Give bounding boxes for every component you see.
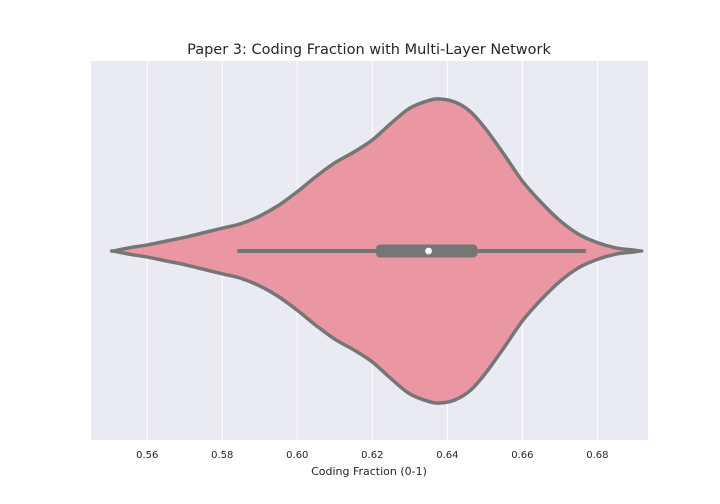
x-tick-label: 0.58	[211, 450, 233, 461]
x-tick-label: 0.56	[136, 450, 158, 461]
chart-title: Paper 3: Coding Fraction with Multi-Laye…	[187, 42, 551, 58]
x-tick-label: 0.68	[586, 450, 608, 461]
x-axis-label: Coding Fraction (0-1)	[311, 465, 427, 478]
x-tick-label: 0.66	[511, 450, 533, 461]
violin-layer	[109, 97, 644, 405]
x-tick-label: 0.60	[286, 450, 308, 461]
x-tick-label: 0.64	[436, 450, 458, 461]
x-axis-ticks: 0.56 0.58 0.60 0.62 0.64 0.66 0.68	[136, 450, 608, 461]
median-dot	[425, 247, 432, 255]
x-tick-label: 0.62	[361, 450, 383, 461]
